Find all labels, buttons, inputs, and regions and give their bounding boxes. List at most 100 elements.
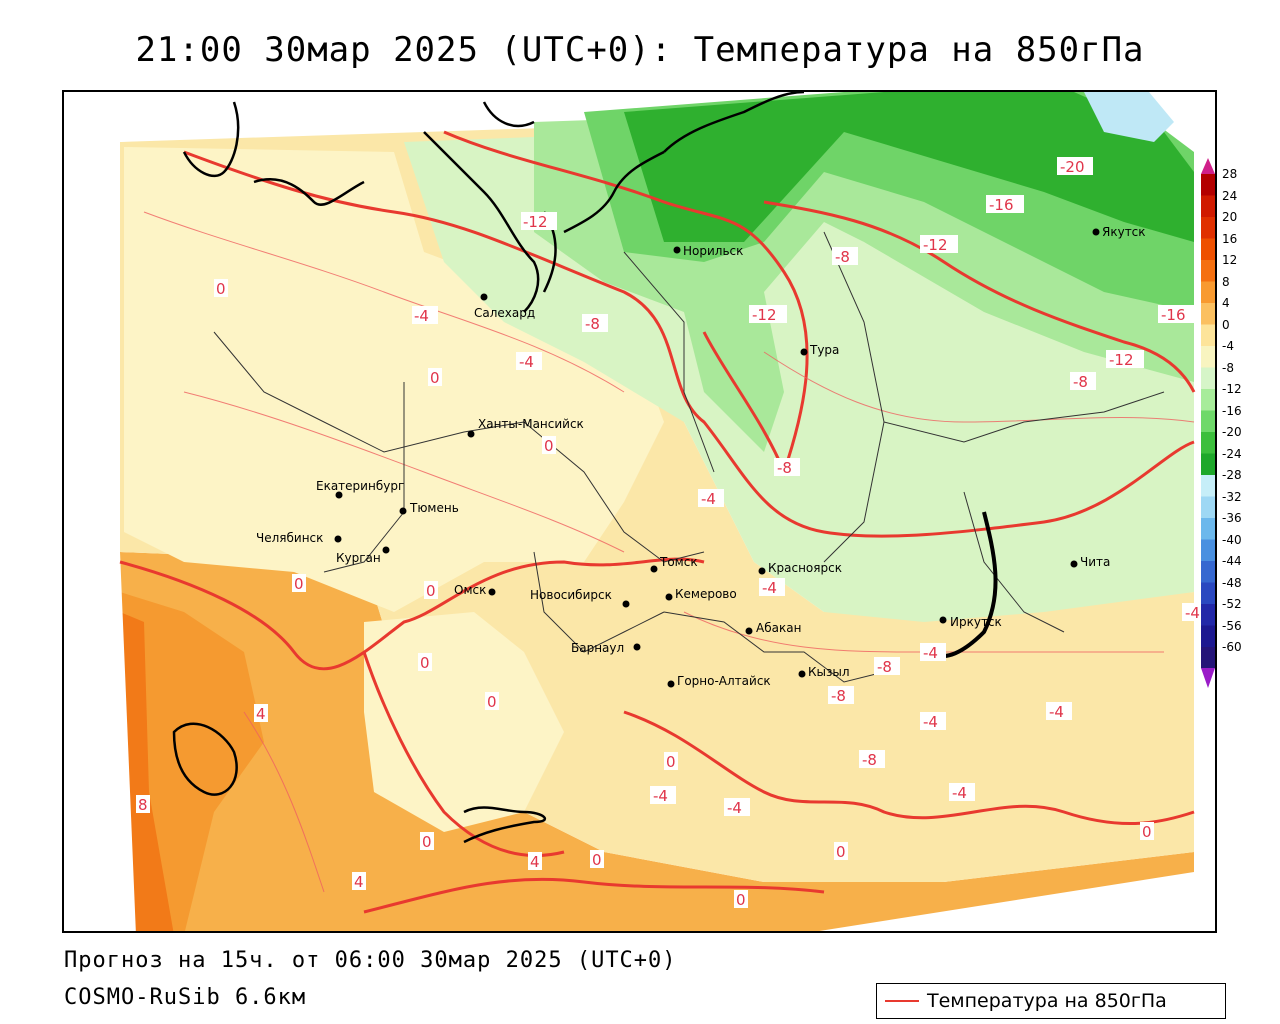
isoline-label: 0	[216, 280, 226, 298]
isotherm-lines	[119, 130, 1196, 914]
colorbar-tick-label: 12	[1222, 253, 1238, 267]
isoline-label: -16	[989, 196, 1014, 214]
isoline-label: -8	[777, 459, 792, 477]
colorbar-cell	[1201, 432, 1215, 454]
colorbar-tick-label: -44	[1222, 554, 1242, 568]
isoline-label: -12	[523, 213, 548, 231]
isoline-label: -12	[752, 306, 777, 324]
temperature-colorbar: 28 24 20 16 12 8 4 0 -4 -8 -12 -16 -20 -24 -28 -32 -36 -4…	[1200, 158, 1280, 690]
isoline-label: 0	[736, 891, 746, 909]
colorbar-tick-label: -36	[1222, 511, 1242, 525]
isoline-label: -4	[1049, 703, 1064, 721]
colorbar-tick-label: -60	[1222, 640, 1242, 654]
isoline-label: -4	[701, 490, 716, 508]
colorbar-cell	[1201, 303, 1215, 325]
colorbar-tick-label: -24	[1222, 446, 1242, 461]
isoline-label: -4	[727, 799, 742, 817]
colorbar-cells	[1201, 174, 1215, 669]
colorbar-cell	[1201, 647, 1215, 669]
colorbar-tick-label: -8	[1222, 360, 1234, 375]
colorbar-cell	[1201, 346, 1215, 368]
outside-domain-se	[819, 872, 1215, 931]
colorbar-top-arrow	[1201, 158, 1215, 174]
coastlines	[172, 92, 998, 844]
colorbar-tick-label: -28	[1222, 468, 1242, 482]
city-label: Норильск	[683, 244, 743, 258]
city-label: Тюмень	[409, 501, 459, 515]
isoline-label: -20	[1060, 158, 1085, 176]
outside-domain-west	[64, 552, 136, 931]
colorbar-cell	[1201, 561, 1215, 583]
zone-deep-orange-edge	[120, 612, 174, 931]
city-label: Иркутск	[950, 615, 1002, 629]
map-area[interactable]: -20 -16 -12 -12 -16 -12 -12 -8 -8 -8 -8 …	[62, 90, 1217, 933]
colorbar-tick-label: -20	[1222, 425, 1242, 439]
city-markers: Норильск Якутск Салехард Тура Ханты-Манс…	[256, 225, 1146, 688]
isoline-label: -16	[1161, 306, 1186, 324]
isoline-label: -4	[762, 579, 777, 597]
isoline-label: -4	[414, 307, 429, 325]
isoline-label: -4	[519, 353, 534, 371]
zone-pale-yellow-south	[364, 612, 564, 832]
isoline-label: 0	[420, 654, 430, 672]
colorbar-cell	[1201, 410, 1215, 432]
zone-pale-yellow	[124, 147, 664, 612]
isoline-label: -4	[952, 784, 967, 802]
colorbar-cell	[1201, 238, 1215, 260]
isoline-label: 0	[294, 575, 304, 593]
colorbar-cell	[1201, 260, 1215, 282]
isoline-label: 0	[1142, 823, 1152, 841]
isoline-label: -4	[923, 713, 938, 731]
colorbar-cell	[1201, 539, 1215, 561]
city-label: Барнаул	[571, 641, 624, 655]
city-label: Ханты-Мансийск	[478, 417, 584, 431]
isoline-label: -4	[923, 644, 938, 662]
isoline-label: -8	[835, 248, 850, 266]
colorbar-tick-label: 16	[1222, 231, 1238, 246]
isotherm-labels: -20 -16 -12 -12 -16 -12 -12 -8 -8 -8 -8 …	[136, 157, 1208, 909]
zone-light-blue	[1084, 92, 1174, 142]
isoline-label: 0	[487, 693, 497, 711]
colorbar-cell	[1201, 475, 1215, 497]
isoline-label: 4	[354, 873, 364, 891]
colorbar-tick-label: -52	[1222, 597, 1242, 611]
colorbar-tick-label: -32	[1222, 489, 1242, 504]
colorbar-graphic	[1201, 158, 1215, 688]
city-label: Челябинск	[256, 531, 323, 545]
zone-dark-green	[624, 92, 1194, 242]
colorbar-cell	[1201, 195, 1215, 217]
city-label: Салехард	[474, 306, 535, 320]
city-label: Чита	[1080, 555, 1110, 569]
colorbar-cell	[1201, 453, 1215, 475]
colorbar-tick-label: -40	[1222, 532, 1242, 547]
isoline-label: 0	[426, 582, 436, 600]
colorbar-cell	[1201, 389, 1215, 411]
colorbar-bottom-arrow	[1201, 668, 1215, 688]
legend-line-swatch	[885, 1000, 919, 1002]
isoline-label: -8	[862, 751, 877, 769]
city-label: Новосибирск	[530, 588, 612, 602]
colorbar-tick-label: -4	[1222, 339, 1234, 353]
isoline-label: -4	[653, 787, 668, 805]
city-label: Кызыл	[808, 665, 850, 679]
isoline-label: 8	[138, 796, 148, 814]
colorbar-tick-label: -56	[1222, 618, 1242, 633]
temperature-map: -20 -16 -12 -12 -16 -12 -12 -8 -8 -8 -8 …	[64, 92, 1215, 931]
colorbar-cell	[1201, 174, 1215, 196]
isoline-label: 4	[530, 853, 540, 871]
colorbar-cell	[1201, 625, 1215, 647]
isoline-label: -12	[923, 236, 948, 254]
city-label: Кемерово	[675, 587, 737, 601]
city-label: Горно-Алтайск	[677, 674, 771, 688]
colorbar-tick-label: 28	[1222, 167, 1238, 181]
isoline-label: -8	[585, 315, 600, 333]
isoline-label: -4	[1185, 604, 1200, 622]
isoline-label: -8	[1073, 373, 1088, 391]
isoline-label: 0	[422, 833, 432, 851]
forecast-info: Прогноз на 15ч. от 06:00 30мар 2025 (UTC…	[64, 948, 677, 973]
colorbar-cell	[1201, 217, 1215, 239]
isoline-label: -12	[1109, 351, 1134, 369]
isoline-label: 0	[430, 369, 440, 387]
city-label: Красноярск	[768, 561, 842, 575]
legend-label: Температура на 850гПа	[927, 990, 1167, 1012]
